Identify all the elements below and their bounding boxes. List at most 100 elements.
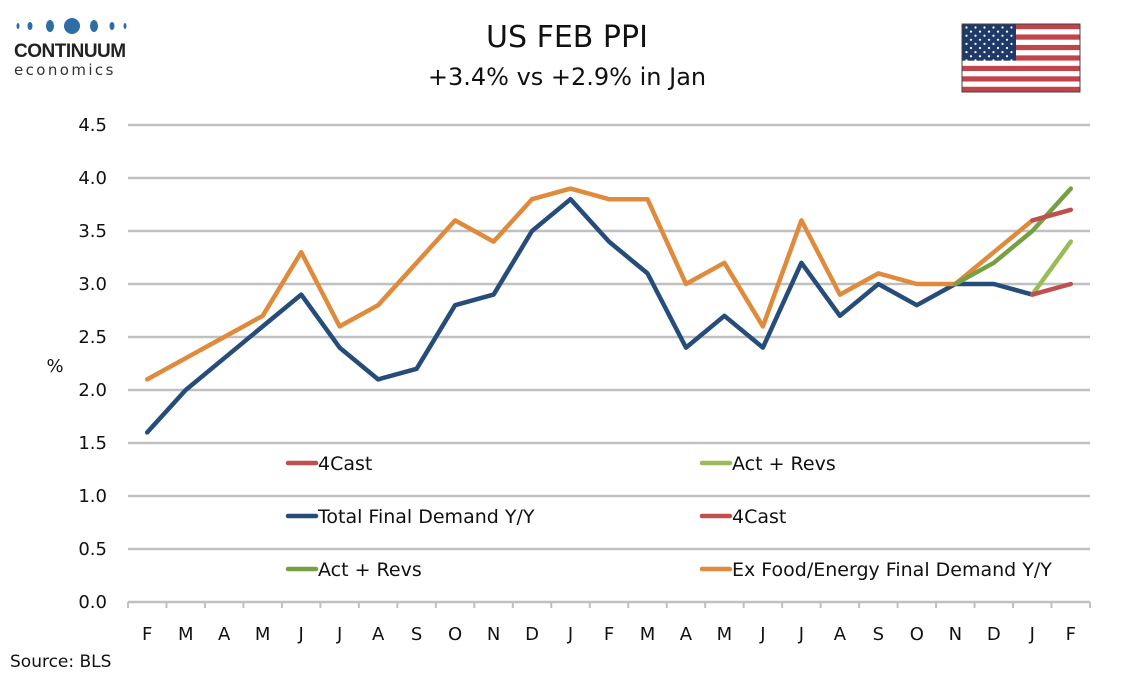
x-tick-label: F	[604, 624, 614, 645]
series-line-act-revs	[953, 186, 1074, 287]
flag-star	[992, 59, 995, 62]
flag-star	[969, 46, 973, 50]
x-tick-label: M	[640, 624, 656, 645]
flag-star	[978, 38, 982, 41]
x-tick-label: S	[411, 624, 422, 645]
logo-dots-icon	[16, 18, 127, 34]
flag-star	[1010, 34, 1013, 37]
x-tick-label: F	[1066, 624, 1076, 645]
flag-star	[983, 42, 986, 45]
legend-label: Total Final Demand Y/Y	[317, 506, 535, 528]
flag-star	[983, 26, 986, 29]
x-tick-label: F	[142, 624, 152, 645]
flag-star	[974, 42, 977, 45]
flag-star	[987, 46, 991, 50]
x-tick-label: M	[717, 624, 733, 645]
flag-stripe	[962, 86, 1080, 93]
flag-star	[996, 30, 1000, 33]
x-tick-label: M	[255, 624, 271, 645]
y-tick-label: 3.5	[78, 221, 107, 242]
y-tick-label: 4.0	[78, 168, 107, 189]
series-line-ex-food-energy-final-demand-y-y	[144, 186, 1035, 382]
flag-star	[1010, 59, 1013, 62]
flag-star	[965, 42, 968, 45]
flag-star	[974, 51, 977, 54]
flag-star	[983, 51, 986, 54]
chart-subtitle: +3.4% vs +2.9% in Jan	[427, 63, 707, 91]
flag-star	[974, 34, 977, 37]
flag-star	[1005, 46, 1009, 50]
legend-label: 4Cast	[318, 453, 372, 475]
legend-label: Ex Food/Energy Final Demand Y/Y	[732, 559, 1052, 581]
x-tick-label: J	[298, 624, 304, 645]
flag-stripe	[962, 81, 1080, 88]
x-tick-label: O	[448, 624, 462, 645]
flag-star	[992, 51, 995, 54]
flag-stripe	[962, 29, 1080, 35]
logo-subtext: economics	[14, 61, 116, 79]
flag-star	[996, 46, 1000, 50]
series-line-4cast	[1030, 281, 1074, 297]
flag-canton	[962, 24, 1016, 61]
flag-stripe	[962, 71, 1080, 77]
x-tick-label: N	[487, 624, 500, 645]
chart-title: US FEB PPI	[486, 20, 648, 55]
flag-star	[978, 55, 982, 58]
x-tick-label: D	[525, 624, 539, 645]
flag-star	[987, 55, 991, 58]
flag-star	[992, 34, 995, 37]
flag-star	[974, 59, 977, 62]
flag-star	[969, 38, 973, 41]
y-tick-label: 1.0	[78, 486, 107, 507]
y-tick-label: 2.0	[78, 380, 107, 401]
flag-star	[983, 59, 986, 62]
flag-star	[978, 30, 982, 33]
legend-label: Act + Revs	[318, 559, 422, 581]
x-tick-label: A	[680, 624, 693, 645]
x-tick-label: J	[759, 624, 765, 645]
us-flag-icon	[961, 23, 1081, 93]
flag-star	[1001, 42, 1004, 45]
y-tick-label: 4.5	[78, 115, 107, 136]
logo-wordmark: CONTINUUM	[14, 41, 126, 62]
flag-stripe	[962, 50, 1080, 56]
x-tick-label: J	[336, 624, 342, 645]
flag-star	[1010, 26, 1013, 29]
flag-star	[1010, 51, 1013, 54]
flag-star	[1005, 38, 1009, 41]
flag-star	[969, 55, 973, 58]
y-axis-label: %	[46, 356, 63, 377]
flag-stripe	[962, 34, 1080, 40]
y-tick-label: 0.5	[78, 539, 107, 560]
flag-border	[961, 23, 1081, 93]
x-tick-label: J	[798, 624, 804, 645]
flag-star	[969, 30, 973, 33]
flag-star	[1001, 34, 1004, 37]
flag-stripe	[962, 55, 1080, 61]
series-line-4cast	[1030, 207, 1074, 223]
flag-star	[987, 38, 991, 41]
x-tick-label: A	[218, 624, 231, 645]
flag-star	[987, 30, 991, 33]
flag-star	[992, 26, 995, 29]
flag-star	[996, 55, 1000, 58]
y-tick-label: 2.5	[78, 327, 107, 348]
x-tick-label: O	[910, 624, 924, 645]
flag-stripe	[962, 60, 1080, 67]
flag-star	[1005, 30, 1009, 33]
flag-star	[992, 42, 995, 45]
x-tick-label: S	[873, 624, 884, 645]
series-line-act-revs	[1030, 239, 1074, 297]
source-note: Source: BLS	[10, 652, 112, 672]
legend-label: 4Cast	[732, 506, 786, 528]
x-tick-label: J	[567, 624, 573, 645]
flag-star	[965, 34, 968, 37]
flag-star	[1001, 51, 1004, 54]
flag-star	[1001, 26, 1004, 29]
flag-star	[1010, 42, 1013, 45]
flag-stripe	[962, 44, 1080, 51]
flag-star	[965, 51, 968, 54]
flag-star	[978, 46, 982, 50]
flag-star	[983, 34, 986, 37]
